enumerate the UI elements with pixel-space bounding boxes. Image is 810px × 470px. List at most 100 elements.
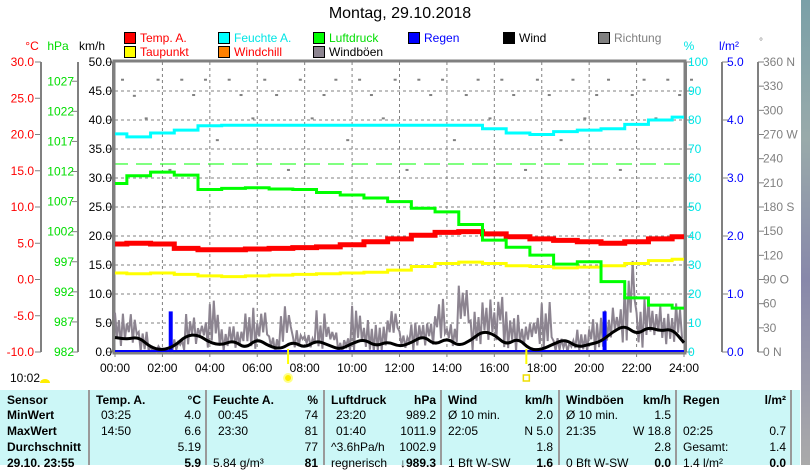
- cell-label: 14:50: [101, 424, 132, 438]
- wind-tick-label: 5.0: [95, 316, 112, 330]
- direction-tick-label: 60: [763, 297, 777, 311]
- cell-label: regnerisch: [331, 456, 388, 470]
- column-separator: [558, 390, 560, 465]
- cell-label: 1 Bft W-SW: [448, 456, 511, 470]
- row-label: Sensor: [7, 393, 48, 407]
- column-unit: l/m²: [764, 393, 786, 407]
- humidity-tick-label: 80: [688, 113, 702, 127]
- direction-dot: [654, 117, 658, 120]
- humidity-tick-label: 60: [688, 171, 702, 185]
- direction-dot: [369, 94, 373, 97]
- temp-tick-label: 30.0: [11, 55, 35, 69]
- direction-dot: [393, 78, 397, 81]
- x-tick-label: 10:00: [337, 361, 367, 375]
- direction-dot: [678, 94, 682, 97]
- cell-value: 81: [304, 424, 318, 438]
- pressure-tick-label: 982: [54, 345, 74, 359]
- cell-label: 03:25: [101, 408, 132, 422]
- column-header: Regen: [683, 393, 720, 407]
- humidity-tick-label: 20: [688, 287, 702, 301]
- legend-item: Windböen: [313, 45, 383, 59]
- wind-tick-label: 50.0: [89, 55, 113, 69]
- wind-tick-label: 15.0: [89, 258, 113, 272]
- temp-tick-label: 15.0: [11, 164, 35, 178]
- direction-dot: [512, 94, 516, 97]
- sun-icon-small: [40, 379, 50, 383]
- chart-title: Montag, 29.10.2018: [328, 5, 472, 22]
- series-luftdruck: [115, 170, 684, 310]
- direction-dot: [595, 94, 599, 97]
- temp-tick-label: 0.0: [17, 273, 34, 287]
- rain-tick-label: 1.0: [727, 287, 744, 301]
- legend-swatch: [503, 32, 515, 44]
- direction-dot: [310, 117, 314, 120]
- direction-axis-unit: °: [759, 37, 763, 48]
- column-unit: km/h: [524, 393, 553, 407]
- column-header: Temp. A.: [96, 393, 146, 407]
- direction-dot: [322, 94, 326, 97]
- direction-dot: [121, 78, 124, 81]
- legend-swatch: [313, 46, 325, 58]
- cell-label: 02:25: [683, 424, 714, 438]
- wind-tick-label: 0.0: [95, 345, 112, 359]
- cell-value: 1011.9: [400, 424, 436, 438]
- cell-label: 22:05: [448, 424, 479, 438]
- direction-dot: [215, 139, 219, 142]
- direction-dot: [559, 139, 563, 142]
- rain-bar: [168, 311, 173, 352]
- cell-value: N 5.0: [524, 424, 553, 438]
- x-tick-label: 08:00: [290, 361, 320, 375]
- cell-label: 0 Bft W-SW: [566, 456, 629, 470]
- direction-dot: [690, 78, 693, 81]
- temp-tick-label: -5.0: [13, 309, 34, 323]
- cell-label: 23:20: [336, 408, 367, 422]
- legend-swatch: [408, 32, 420, 44]
- legend-item: Regen: [408, 31, 459, 45]
- column-unit: hPa: [413, 393, 436, 407]
- direction-dot: [476, 78, 480, 81]
- cell-value: 2.0: [536, 408, 553, 422]
- rain-axis-unit: l/m²: [719, 39, 739, 53]
- legend-item: Wind: [503, 31, 546, 45]
- direction-tick-label: 210: [763, 176, 783, 190]
- wind-tick-label: 30.0: [89, 171, 113, 185]
- legend-label: Luftdruck: [329, 31, 379, 45]
- legend-swatch: [218, 32, 230, 44]
- cell-label: Gesamt:: [683, 440, 729, 454]
- direction-dot: [405, 168, 409, 171]
- cell-label: Ø 10 min.: [448, 408, 501, 422]
- legend-label: Taupunkt: [140, 45, 189, 59]
- direction-tick-label: 180 S: [763, 200, 794, 214]
- cell-value: 1002.9: [399, 440, 436, 454]
- humidity-tick-label: 10: [688, 316, 702, 330]
- legend-label: Richtung: [614, 31, 662, 45]
- direction-dot: [156, 78, 160, 81]
- window-edge: [801, 0, 810, 465]
- direction-dot: [500, 78, 504, 81]
- column-separator: [205, 390, 207, 465]
- pressure-tick-label: 997: [54, 255, 74, 269]
- legend-item: Luftdruck: [313, 31, 378, 45]
- cell-label: 23:30: [218, 424, 249, 438]
- direction-dot: [630, 94, 634, 97]
- cell-value: 1.5: [654, 408, 671, 422]
- direction-dot: [263, 78, 267, 81]
- legend-label: Temp. A.: [140, 31, 187, 45]
- direction-tick-label: 270 W: [763, 128, 798, 142]
- humidity-tick-label: 0: [688, 345, 695, 359]
- direction-dot: [144, 117, 148, 120]
- direction-dot: [132, 94, 136, 97]
- wind-tick-label: 25.0: [89, 200, 113, 214]
- x-tick-label: 00:00: [100, 361, 130, 375]
- direction-dot: [488, 117, 492, 120]
- x-tick-label: 06:00: [242, 361, 272, 375]
- moon-icon: [522, 374, 531, 382]
- direction-tick-label: 240: [763, 152, 783, 166]
- direction-dot: [346, 139, 350, 142]
- direction-dot: [180, 78, 184, 81]
- humidity-tick-label: 100: [688, 55, 708, 69]
- direction-dot: [417, 78, 421, 81]
- direction-dot: [429, 94, 433, 97]
- direction-dot: [642, 78, 646, 81]
- direction-dot: [535, 78, 539, 81]
